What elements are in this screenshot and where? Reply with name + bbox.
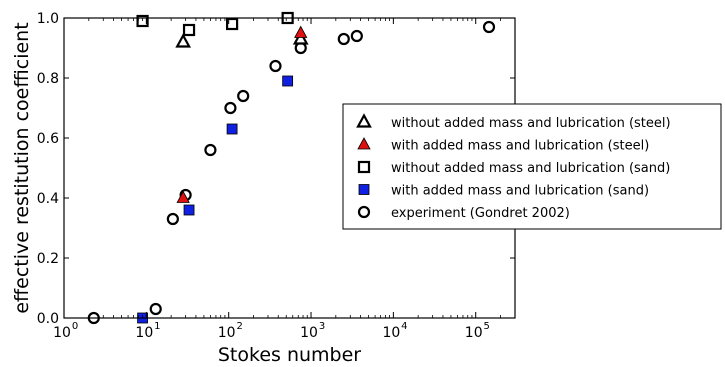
series-4 — [87, 20, 496, 325]
data-point — [282, 75, 294, 87]
legend-label: without added mass and lubrication (stee… — [391, 116, 671, 131]
data-point — [175, 33, 192, 48]
data-point — [294, 25, 308, 38]
x-tick-exponent: 5 — [484, 321, 490, 332]
data-point — [350, 29, 363, 43]
y-tick-label: 0.4 — [37, 191, 59, 207]
data-point — [225, 17, 239, 31]
data-point — [226, 123, 238, 135]
x-tick-exponent: 3 — [319, 321, 325, 332]
x-tick-label: 10 — [218, 325, 236, 341]
data-point — [176, 190, 190, 203]
y-tick-label: 0.8 — [37, 71, 59, 87]
y-tick-label: 0.6 — [37, 131, 59, 147]
data-point — [224, 101, 237, 115]
x-tick-exponent: 4 — [401, 321, 407, 332]
x-tick-exponent: 0 — [72, 321, 78, 332]
legend-entry: with added mass and lubrication (sand) — [358, 184, 649, 199]
axis-ticks: 0.00.20.40.60.81.010 0 10 1 10 2 10 3 10 4 10 5 — [37, 11, 515, 341]
data-point — [182, 23, 196, 37]
legend-entry: without added mass and lubrication (stee… — [356, 113, 671, 131]
data-point — [482, 20, 496, 34]
legend-marker — [356, 113, 372, 128]
legend-label: without added mass and lubrication (sand… — [391, 161, 670, 176]
data-points — [87, 11, 496, 325]
x-axis-label: Stokes number — [218, 344, 361, 366]
data-point — [149, 302, 162, 316]
x-tick-label: 10 — [465, 325, 483, 341]
legend-marker — [357, 205, 371, 219]
legend-label: experiment (Gondret 2002) — [391, 206, 570, 221]
data-point — [292, 30, 309, 45]
legend-entry: without added mass and lubrication (sand… — [357, 160, 670, 176]
legend-entry: experiment (Gondret 2002) — [357, 205, 570, 221]
y-tick-label: 1.0 — [37, 11, 59, 27]
legend-entry: with added mass and lubrication (steel) — [357, 137, 649, 154]
legend-box — [342, 103, 722, 230]
x-tick-label: 10 — [300, 325, 318, 341]
data-point — [183, 204, 195, 216]
y-axis-label: effective restitution coefficient — [11, 22, 33, 313]
legend-marker — [357, 160, 371, 174]
legend-label: with added mass and lubrication (sand) — [391, 184, 649, 199]
x-tick-label: 10 — [382, 325, 400, 341]
data-point — [237, 89, 250, 103]
legend-label: with added mass and lubrication (steel) — [391, 139, 649, 154]
x-tick-label: 10 — [135, 325, 153, 341]
y-tick-label: 0.2 — [37, 251, 59, 267]
series-2 — [136, 11, 294, 37]
series-1 — [176, 25, 308, 203]
legend-marker — [358, 184, 370, 195]
data-point — [166, 212, 179, 226]
series-3 — [137, 75, 294, 324]
x-tick-exponent: 2 — [236, 321, 242, 332]
data-point — [269, 59, 282, 73]
x-tick-exponent: 1 — [154, 321, 160, 332]
data-point — [337, 32, 350, 46]
data-point — [204, 143, 217, 157]
x-tick-label: 10 — [53, 325, 71, 341]
series-0 — [175, 30, 309, 48]
legend-marker — [357, 137, 371, 150]
legend: without added mass and lubrication (stee… — [342, 103, 722, 230]
y-tick-label: 0.0 — [37, 311, 59, 327]
